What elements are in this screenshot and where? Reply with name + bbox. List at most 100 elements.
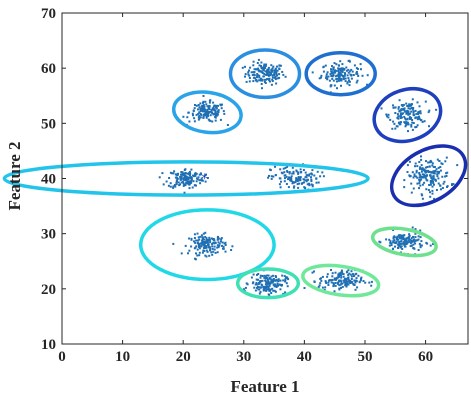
data-point <box>360 277 362 280</box>
data-point <box>409 117 411 120</box>
data-point <box>434 170 437 172</box>
data-point <box>323 288 326 291</box>
cluster-4-points <box>380 98 438 143</box>
data-point <box>414 236 417 239</box>
data-point <box>175 183 178 186</box>
data-point <box>306 178 309 181</box>
data-point <box>270 278 273 281</box>
data-point <box>194 184 196 187</box>
data-point <box>259 70 262 73</box>
data-point <box>262 286 265 288</box>
data-point <box>224 241 227 244</box>
data-point <box>209 114 212 117</box>
data-point <box>214 241 217 244</box>
data-point <box>409 112 412 115</box>
data-point <box>392 241 395 244</box>
data-point <box>344 277 347 280</box>
data-point <box>428 165 431 168</box>
data-point <box>199 116 202 119</box>
data-point <box>389 118 392 121</box>
data-point <box>270 292 273 294</box>
data-point <box>192 174 194 177</box>
data-point <box>423 170 426 173</box>
data-point <box>278 183 281 186</box>
data-point <box>189 174 191 177</box>
data-point <box>359 279 362 282</box>
data-point <box>199 242 202 245</box>
data-point <box>205 255 208 258</box>
data-point <box>389 240 392 243</box>
data-point <box>351 70 354 73</box>
data-point <box>331 65 333 68</box>
data-point <box>432 175 435 178</box>
data-point <box>338 284 341 287</box>
data-point <box>208 245 211 248</box>
data-point <box>420 170 423 173</box>
data-point <box>270 175 273 178</box>
data-point <box>274 284 276 287</box>
data-point <box>194 246 197 249</box>
data-point <box>332 79 335 82</box>
data-point <box>400 116 403 119</box>
data-point <box>273 74 276 76</box>
y-tick-label: 40 <box>41 172 56 188</box>
data-point <box>276 284 279 287</box>
data-point <box>412 247 415 250</box>
data-point <box>214 116 217 119</box>
data-point <box>261 78 264 81</box>
data-point <box>395 125 398 128</box>
data-point <box>298 178 301 181</box>
data-point <box>416 118 419 121</box>
data-point <box>415 171 418 174</box>
data-point <box>276 282 279 285</box>
data-point <box>421 183 424 186</box>
data-point <box>339 79 342 82</box>
data-point <box>421 197 424 200</box>
data-point <box>308 173 311 176</box>
data-point <box>262 65 265 68</box>
data-point <box>399 246 402 249</box>
data-point <box>348 60 351 63</box>
data-point <box>355 277 358 280</box>
data-point <box>394 127 397 130</box>
data-point <box>408 237 410 239</box>
data-point <box>340 276 343 279</box>
data-point <box>310 176 312 179</box>
data-point <box>184 244 187 247</box>
data-point <box>199 179 202 182</box>
data-point <box>408 160 411 163</box>
data-point <box>275 278 278 281</box>
data-point <box>436 158 439 161</box>
data-point <box>271 74 274 77</box>
data-point <box>297 172 300 175</box>
data-point <box>214 113 217 115</box>
data-point <box>265 63 268 66</box>
data-point <box>348 272 351 275</box>
data-point <box>429 191 431 194</box>
data-point <box>198 106 201 109</box>
data-point <box>418 161 421 163</box>
data-point <box>417 113 420 115</box>
cluster-7-points <box>394 154 459 205</box>
data-point <box>259 276 262 279</box>
data-point <box>247 71 250 74</box>
data-point <box>244 75 246 78</box>
data-point <box>258 292 261 295</box>
data-point <box>214 109 217 112</box>
data-point <box>301 182 304 184</box>
data-point <box>303 181 305 184</box>
data-point <box>244 65 246 68</box>
data-point <box>346 81 349 84</box>
data-point <box>192 114 194 117</box>
data-point <box>287 186 290 189</box>
data-point <box>344 279 347 282</box>
data-point <box>432 182 435 184</box>
data-point <box>242 288 245 291</box>
data-point <box>248 77 251 79</box>
data-point <box>278 64 281 67</box>
data-point <box>285 282 288 285</box>
data-point <box>192 180 195 183</box>
data-point <box>263 63 266 66</box>
data-point <box>268 277 271 279</box>
data-point <box>263 276 266 279</box>
